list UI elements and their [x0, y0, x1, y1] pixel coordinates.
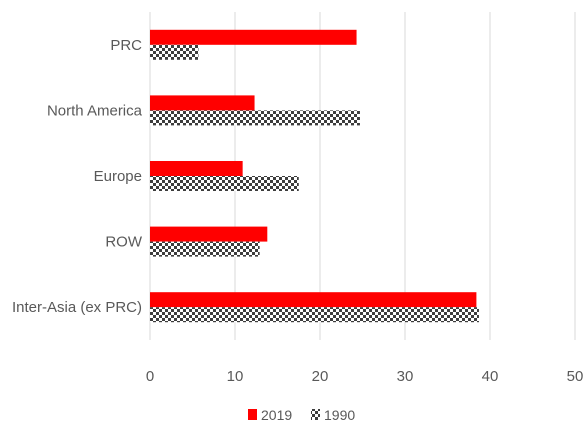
bar-2019-3 — [150, 226, 268, 242]
x-tick-label: 50 — [567, 368, 584, 385]
category-label: Europe — [94, 168, 142, 185]
x-tick-label: 0 — [146, 368, 154, 385]
x-tick-label: 30 — [397, 368, 414, 385]
bar-2019-1 — [150, 95, 255, 111]
bar-1990-3 — [150, 241, 260, 257]
category-label: PRC — [110, 37, 142, 54]
legend-label-2019: 2019 — [261, 407, 292, 423]
bar-1990-4 — [150, 307, 479, 323]
bar-2019-4 — [150, 292, 477, 308]
bar-1990-1 — [150, 110, 360, 126]
category-label: Inter-Asia (ex PRC) — [12, 299, 142, 316]
category-label: ROW — [105, 234, 143, 251]
bar-1990-2 — [150, 176, 299, 191]
x-tick-label: 10 — [227, 368, 244, 385]
category-labels: PRC North America Europe ROW Inter-Asia (ex … — [12, 37, 143, 316]
legend-swatch-1990 — [311, 409, 320, 420]
x-tick-labels: 0 10 20 30 40 50 — [146, 368, 584, 385]
x-tick-label: 20 — [312, 368, 329, 385]
bar-2019-2 — [150, 161, 243, 176]
legend-label-1990: 1990 — [324, 407, 355, 423]
bar-2019-0 — [150, 29, 357, 45]
legend: 2019 1990 — [248, 407, 355, 423]
bar-1990-0 — [150, 44, 199, 60]
x-tick-label: 40 — [482, 368, 499, 385]
legend-swatch-2019 — [248, 409, 257, 420]
gridlines — [149, 12, 576, 340]
category-label: North America — [47, 102, 143, 119]
bars — [150, 29, 479, 323]
